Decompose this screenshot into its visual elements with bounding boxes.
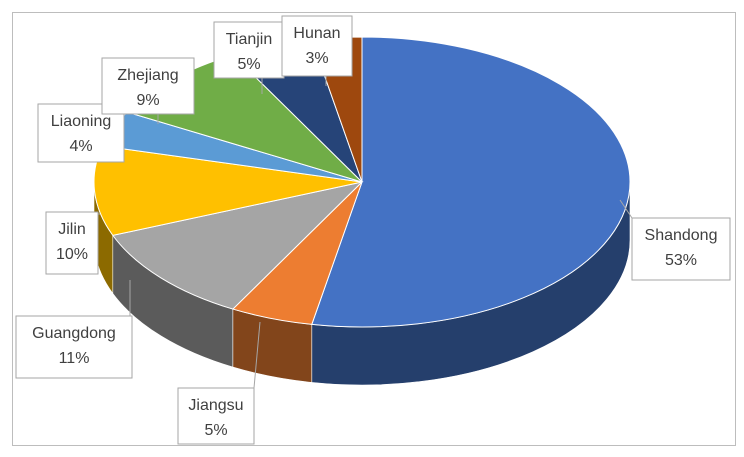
pie-slice-guangdong[interactable] [111, 181, 364, 310]
pie-slice-shandong[interactable] [311, 36, 631, 328]
data-label-zhejiang: Zhejiang 9% [101, 57, 195, 115]
label-category: Hunan [293, 25, 340, 42]
label-category: Zhejiang [117, 67, 178, 84]
label-percent: 5% [204, 422, 227, 439]
label-box [101, 57, 195, 115]
label-percent: 3% [305, 50, 328, 67]
data-label-jilin: Jilin 10% [45, 211, 99, 275]
data-label-jiangsu: Jiangsu 5% [177, 387, 255, 445]
label-percent: 5% [237, 56, 260, 73]
data-label-hunan: Hunan 3% [281, 15, 353, 77]
label-percent: 10% [56, 246, 88, 263]
label-box [213, 21, 285, 79]
label-category: Jiangsu [188, 397, 243, 414]
label-category: Guangdong [32, 325, 116, 342]
data-label-tianjin: Tianjin 5% [213, 21, 285, 79]
leader-line-jiangsu [253, 321, 261, 389]
label-percent: 53% [665, 252, 697, 269]
label-category: Liaoning [51, 113, 112, 130]
label-box [45, 211, 99, 275]
label-box [15, 315, 133, 379]
label-box [281, 15, 353, 77]
label-category: Tianjin [226, 31, 273, 48]
label-percent: 9% [136, 92, 159, 109]
leader-line-shandong [619, 199, 633, 219]
label-box [177, 387, 255, 445]
data-label-guangdong: Guangdong 11% [15, 315, 133, 379]
label-box [631, 217, 731, 281]
data-label-shandong: Shandong 53% [631, 217, 731, 281]
label-category: Jilin [58, 221, 86, 238]
label-percent: 4% [69, 138, 92, 155]
label-percent: 11% [59, 350, 90, 367]
label-category: Shandong [645, 227, 718, 244]
